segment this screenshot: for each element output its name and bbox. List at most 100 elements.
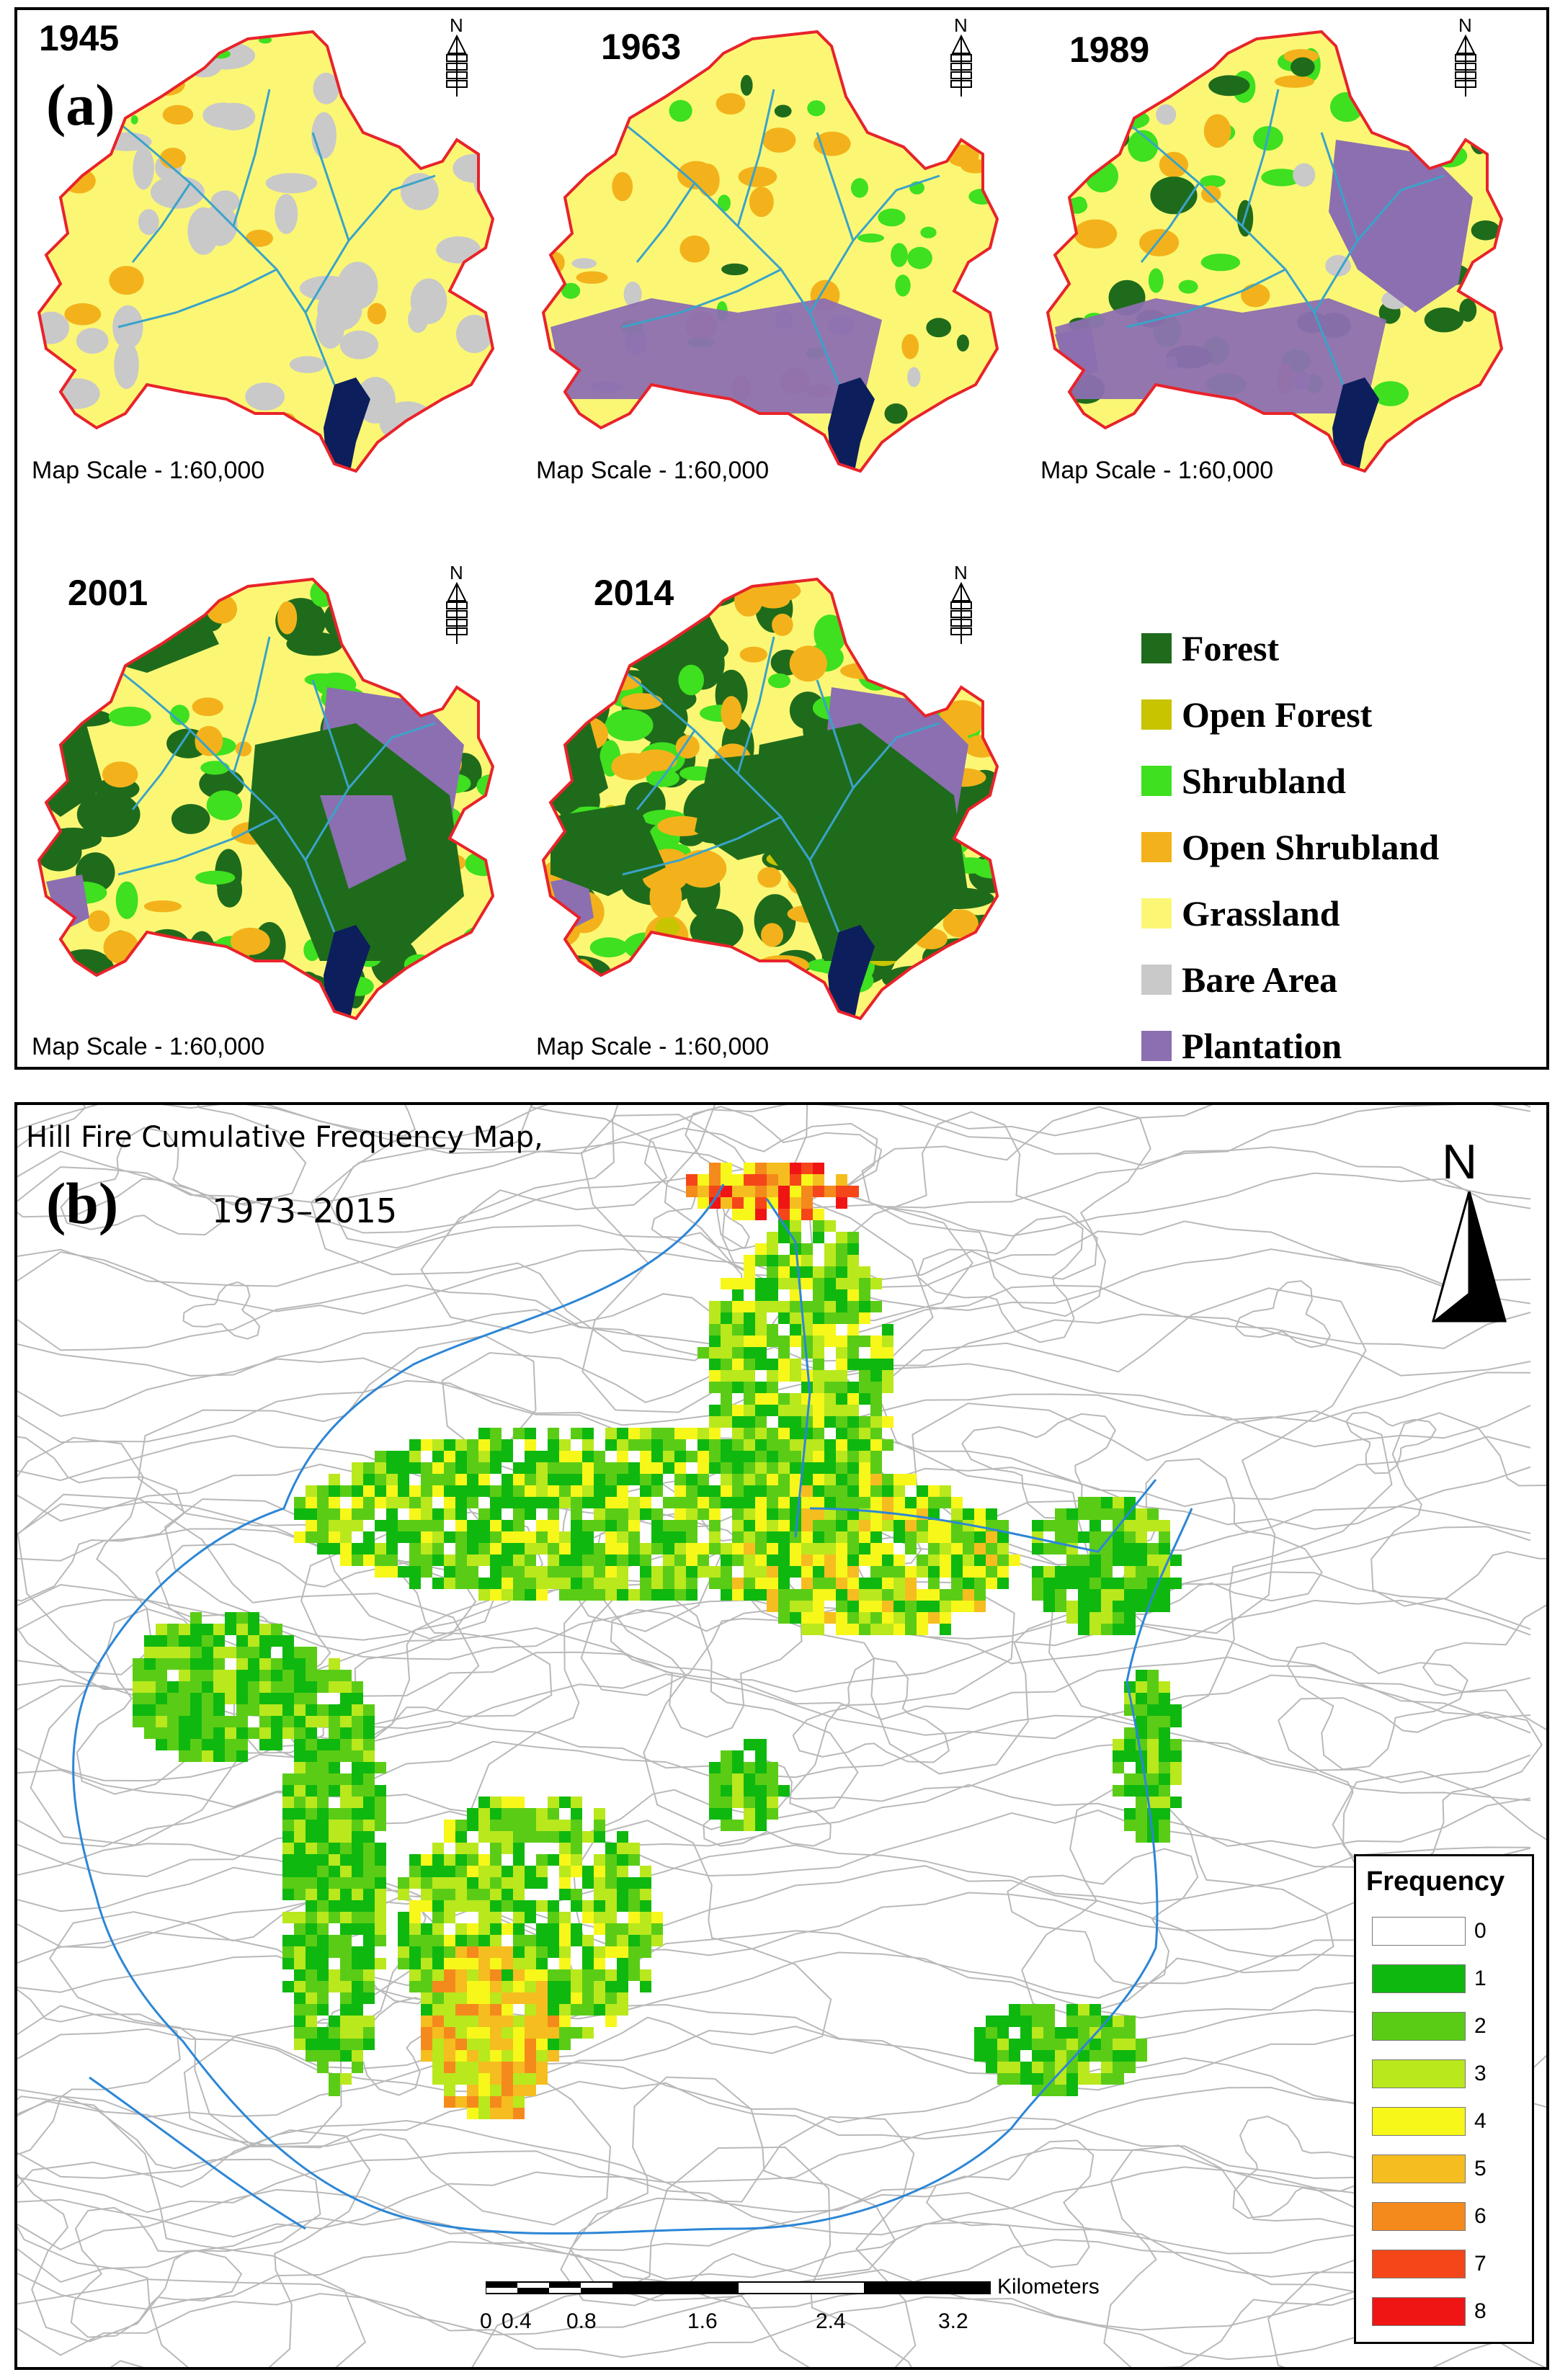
burn-cell	[801, 1612, 813, 1624]
burn-cell	[548, 1428, 559, 1439]
burn-cell	[790, 1220, 801, 1232]
burn-cell	[594, 1451, 605, 1462]
burn-cell	[502, 1543, 513, 1554]
burn-cell	[801, 1393, 813, 1405]
burn-cell	[824, 1578, 836, 1589]
burn-cell	[167, 1624, 179, 1635]
burn-cell	[617, 1520, 628, 1531]
land-cover-patch	[245, 382, 285, 411]
land-cover-patch	[1200, 254, 1241, 272]
burn-cell	[847, 1520, 859, 1531]
contour-line	[17, 2080, 1531, 2149]
burn-cell	[605, 1554, 617, 1566]
contour-line	[60, 1127, 222, 1236]
burn-cell	[190, 1750, 202, 1762]
burn-cell	[317, 1531, 329, 1543]
burn-cell	[732, 1197, 744, 1209]
burn-cell	[847, 1428, 859, 1439]
burn-cell	[767, 1578, 778, 1589]
burn-cell	[755, 1531, 767, 1543]
burn-cell	[1124, 1531, 1136, 1543]
burn-cell	[882, 1508, 893, 1520]
burn-cell	[398, 1451, 409, 1462]
land-cover-patch	[138, 209, 159, 236]
catchment-boundary	[37, 577, 495, 1021]
burn-cell	[248, 1624, 259, 1635]
burn-cell	[732, 1359, 744, 1370]
burn-cell	[1055, 1508, 1066, 1520]
burn-cell	[363, 1877, 375, 1889]
land-cover-patch	[408, 306, 429, 334]
burn-cell	[1124, 1566, 1136, 1578]
burn-cell	[294, 1727, 306, 1739]
north-arrow-icon: N	[446, 14, 468, 97]
land-cover-patch	[39, 988, 69, 1002]
burn-cell	[375, 1485, 386, 1497]
burn-cell	[386, 1497, 398, 1508]
burn-cell	[801, 1163, 813, 1174]
burn-cell	[525, 1508, 536, 1520]
burn-cell	[940, 1543, 951, 1554]
burn-cell	[525, 1531, 536, 1543]
burn-cell	[974, 1554, 986, 1566]
burn-cell	[882, 1624, 893, 1635]
burn-cell	[882, 1612, 893, 1624]
burn-cell	[571, 1578, 582, 1589]
land-cover-patch	[960, 649, 993, 689]
land-cover-patch	[1200, 175, 1226, 188]
burn-cell	[778, 1578, 790, 1589]
burn-cell	[571, 1474, 582, 1485]
land-cover-patch	[884, 403, 908, 424]
burn-cell	[352, 1704, 363, 1716]
burn-cell	[340, 1554, 352, 1566]
burn-cell	[455, 1578, 467, 1589]
burn-cell	[801, 1474, 813, 1485]
burn-cell	[859, 1359, 870, 1370]
burn-cell	[133, 1704, 144, 1716]
burn-cell	[236, 1624, 248, 1635]
burn-cell	[225, 1739, 236, 1750]
burn-cell	[755, 1416, 767, 1428]
burn-cell	[502, 1474, 513, 1485]
burn-cell	[156, 1624, 167, 1635]
burn-cell	[478, 1589, 490, 1601]
burn-cell	[836, 1336, 847, 1347]
burn-cell	[421, 1554, 432, 1566]
land-cover-patch	[772, 613, 793, 636]
land-cover-patch	[942, 909, 979, 938]
burn-cell	[329, 2085, 340, 2096]
burn-cell	[421, 1474, 432, 1485]
burn-cell	[490, 1462, 502, 1474]
burn-cell	[870, 1451, 882, 1462]
burn-cell	[767, 1382, 778, 1393]
legend-label: Plantation	[1182, 1026, 1342, 1066]
land-cover-patch	[595, 431, 614, 441]
burn-cell	[847, 1451, 859, 1462]
burn-cell	[1136, 1578, 1147, 1589]
burn-cell	[824, 1289, 836, 1301]
burn-cell	[951, 1554, 963, 1566]
burn-cell	[997, 1520, 1009, 1531]
burn-cell	[248, 1612, 259, 1624]
burn-cell	[467, 1543, 478, 1554]
legend-label: Forest	[1182, 628, 1280, 668]
burn-cell	[721, 1336, 732, 1347]
river-line	[736, 636, 775, 774]
burn-cell	[455, 1554, 467, 1566]
plantation-belt	[1055, 298, 1386, 413]
land-cover-patch	[1116, 84, 1149, 115]
river-line	[1313, 174, 1445, 313]
burn-cell	[548, 1531, 559, 1543]
land-cover-patch	[465, 851, 493, 877]
burn-cell	[744, 1543, 755, 1554]
burn-cell	[548, 1474, 559, 1485]
land-cover-map-2014: N 2014 Map Scale - 1:60,000	[522, 558, 1019, 1060]
burn-cell	[282, 1843, 294, 1854]
burn-cell	[847, 1462, 859, 1474]
burn-cell	[674, 1589, 686, 1601]
burn-cell	[963, 1531, 974, 1543]
burn-cell	[824, 1220, 836, 1232]
burn-cell	[144, 1635, 156, 1647]
burn-cell	[824, 1382, 836, 1393]
burn-cell	[778, 1197, 790, 1209]
